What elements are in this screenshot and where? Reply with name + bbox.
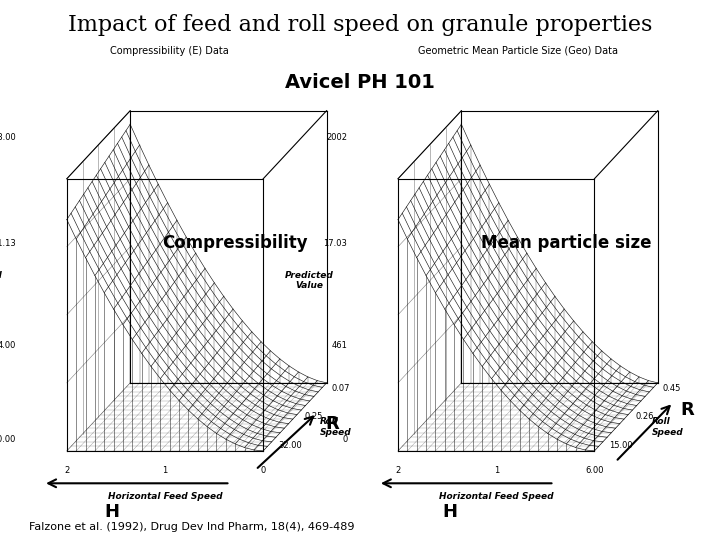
Text: 32.00: 32.00 <box>278 441 302 450</box>
Text: 11.13: 11.13 <box>0 239 16 247</box>
Text: 0.25: 0.25 <box>305 413 323 421</box>
Text: 461: 461 <box>331 341 347 349</box>
Text: Avicel PH 101: Avicel PH 101 <box>285 73 435 92</box>
Text: 15.00: 15.00 <box>609 441 633 450</box>
Text: Mean particle size: Mean particle size <box>481 234 651 252</box>
Text: Geometric Mean Particle Size (Geo) Data: Geometric Mean Particle Size (Geo) Data <box>418 46 618 56</box>
Text: Horizontal Feed Speed: Horizontal Feed Speed <box>439 492 554 501</box>
Text: 18.00: 18.00 <box>0 133 16 141</box>
Text: 1: 1 <box>163 466 168 475</box>
Text: 0: 0 <box>261 466 266 475</box>
Text: Predicted
Value: Predicted Value <box>285 271 334 291</box>
Text: 0.26: 0.26 <box>636 413 654 421</box>
Text: 0.45: 0.45 <box>662 384 680 393</box>
Text: H: H <box>443 503 457 521</box>
Text: Impact of feed and roll speed on granule properties: Impact of feed and roll speed on granule… <box>68 14 652 36</box>
Text: 0: 0 <box>342 435 347 444</box>
Text: 2: 2 <box>395 466 400 475</box>
Text: Horizontal Feed Speed: Horizontal Feed Speed <box>108 492 222 501</box>
Text: R: R <box>325 415 339 433</box>
Text: H: H <box>104 503 119 521</box>
Text: R: R <box>680 401 694 420</box>
Text: 2002: 2002 <box>326 133 347 141</box>
Text: 17.03: 17.03 <box>323 239 347 247</box>
Text: Compressibility: Compressibility <box>162 234 307 252</box>
Text: Roll
Speed: Roll Speed <box>652 417 683 436</box>
Text: 2: 2 <box>64 466 69 475</box>
Text: Falzone et al. (1992), Drug Dev Ind Pharm, 18(4), 469-489: Falzone et al. (1992), Drug Dev Ind Phar… <box>29 522 354 532</box>
Text: 4.00: 4.00 <box>0 341 16 349</box>
Text: 0.07: 0.07 <box>331 384 349 393</box>
Text: Roll
Speed: Roll Speed <box>320 417 352 436</box>
Text: -0.00: -0.00 <box>0 435 16 444</box>
Text: 6.00: 6.00 <box>585 466 603 475</box>
Text: Predicted
Value: Predicted Value <box>0 271 3 291</box>
Text: Compressibility (E) Data: Compressibility (E) Data <box>110 46 228 56</box>
Text: 1: 1 <box>494 466 499 475</box>
